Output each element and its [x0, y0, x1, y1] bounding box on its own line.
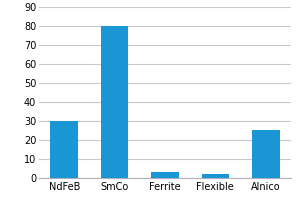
- Bar: [202, 174, 229, 178]
- Bar: [50, 121, 78, 178]
- Bar: [252, 130, 280, 178]
- Bar: [101, 26, 128, 178]
- Bar: [151, 172, 179, 178]
